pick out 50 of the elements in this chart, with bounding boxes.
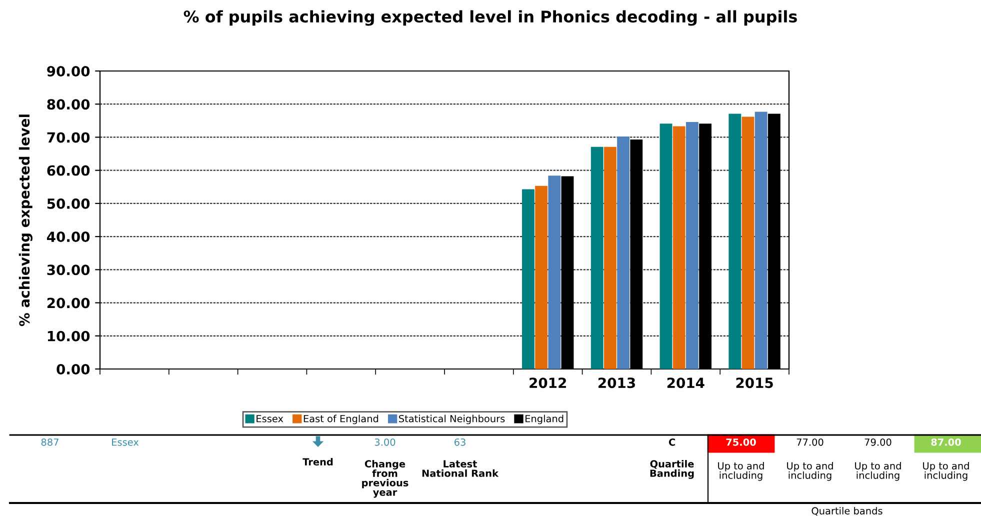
text: Up to and including (855, 462, 901, 481)
text: Latest National Rank (422, 460, 499, 477)
text: Up to and including (923, 462, 969, 481)
y-tick-label: 60.00 (47, 165, 90, 176)
bar (535, 186, 548, 369)
legend-label: East of England (304, 414, 378, 424)
x-tick-label: 2013 (598, 378, 635, 388)
bar (660, 124, 672, 369)
text: 887 (41, 438, 58, 446)
text: Change from previous year (362, 460, 408, 498)
y-tick-label: 30.00 (47, 264, 90, 276)
legend-label: Statistical Neighbours (399, 414, 505, 424)
bar (742, 116, 754, 369)
text: Up to and including (718, 462, 764, 481)
bar (754, 112, 768, 369)
bar (590, 146, 604, 369)
y-tick-label: 90.00 (47, 66, 90, 76)
text: 63 (454, 438, 466, 446)
x-tick-label: 2012 (530, 378, 566, 388)
bar (548, 176, 561, 369)
bar (604, 146, 616, 369)
text: Essex (112, 438, 139, 446)
text: 79.00 (864, 438, 892, 446)
bar (617, 136, 630, 369)
text: 3.00 (374, 438, 396, 446)
legend-label: England (526, 414, 564, 424)
text: 75.00 (726, 438, 756, 446)
text: 77.00 (796, 438, 824, 446)
legend-label: Essex (256, 415, 284, 422)
y-tick-label: 20.00 (47, 298, 90, 308)
y-tick-label: 50.00 (47, 198, 90, 209)
text: Quartile Banding (650, 460, 694, 479)
x-tick-label: 2014 (667, 378, 704, 388)
x-tick-label: 2015 (736, 378, 773, 388)
y-tick-label: 80.00 (47, 99, 90, 110)
y-tick-label: 0.00 (56, 364, 90, 374)
text: Trend (302, 458, 333, 466)
y-tick-label: 10.00 (48, 330, 90, 342)
bar (672, 126, 686, 369)
bar (728, 114, 742, 369)
text: Up to and including (787, 462, 833, 481)
y-tick-label: 70.00 (47, 132, 90, 143)
y-tick-label: 40.00 (46, 232, 90, 242)
bar (522, 189, 534, 369)
text: Quartile bands (812, 507, 882, 516)
bar (686, 122, 698, 369)
chart-title: % of pupils achieving expected level in Phonics decoding - all pupils (184, 10, 797, 26)
text: 87.00 (931, 438, 961, 446)
y-axis-title: % achieving expected level (18, 114, 32, 326)
text: C (668, 438, 675, 446)
